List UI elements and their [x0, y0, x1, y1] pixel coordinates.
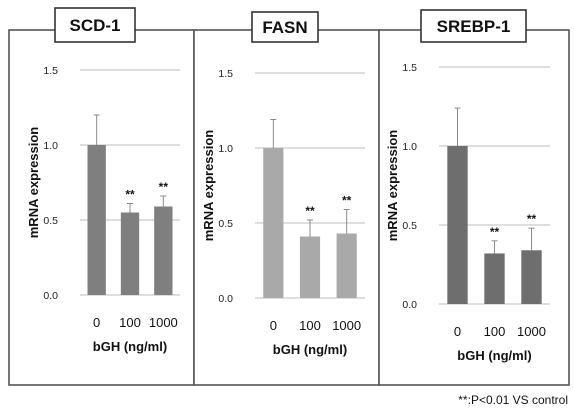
panel-title: SREBP-1 — [437, 17, 511, 36]
y-axis-label: mRNA expression — [26, 127, 41, 239]
y-tick-label: 0.5 — [43, 215, 58, 227]
panel-title: FASN — [262, 18, 307, 37]
x-axis-label: bGH (ng/ml) — [457, 348, 531, 363]
significance-marker: ** — [305, 204, 315, 218]
bar-0 — [447, 146, 468, 304]
significance-marker: ** — [527, 212, 537, 226]
y-axis-label: mRNA expression — [201, 130, 216, 242]
significance-marker: ** — [490, 225, 500, 239]
y-tick-label: 0.0 — [402, 299, 417, 311]
panel-title: SCD-1 — [69, 16, 120, 35]
bar-100 — [299, 236, 321, 298]
panel-frame — [193, 29, 380, 386]
y-tick-label: 0.0 — [218, 293, 233, 305]
chart-panel-2: FASN 0.0 0.5 1.0 1.5 mRNA expression 0 ** 100 ** 1… — [193, 11, 380, 386]
y-tick-label: 0.5 — [218, 218, 233, 230]
panel-frame — [378, 29, 570, 386]
panel-title-box — [251, 11, 319, 43]
x-category-label: 100 — [484, 324, 506, 339]
y-axis-label: mRNA expression — [385, 130, 400, 242]
y-tick-label: 1.5 — [402, 62, 417, 74]
significance-marker: ** — [342, 194, 352, 208]
bar-1000 — [336, 233, 357, 298]
x-category-label: 1000 — [517, 324, 546, 339]
x-category-label: 0 — [270, 318, 277, 333]
panel-title-box — [54, 7, 136, 43]
x-category-label: 0 — [93, 315, 100, 330]
x-category-label: 100 — [299, 318, 321, 333]
bar-1000 — [521, 250, 542, 304]
x-axis-label: bGH (ng/ml) — [273, 342, 347, 357]
chart-panel-1: SCD-1 0.0 0.5 1.0 1.5 mRNA expression 0 ** 100 **… — [8, 7, 195, 386]
significance-marker: ** — [159, 180, 169, 194]
bar-0 — [87, 145, 106, 295]
significance-footnote: **:P<0.01 VS control — [458, 393, 568, 407]
x-category-label: 1000 — [149, 315, 178, 330]
y-tick-label: 0.5 — [402, 220, 417, 232]
bar-100 — [484, 253, 505, 304]
bar-0 — [263, 148, 284, 298]
x-category-label: 0 — [454, 324, 461, 339]
y-tick-label: 0.0 — [43, 290, 58, 302]
bar-1000 — [154, 206, 173, 295]
x-category-label: 1000 — [332, 318, 361, 333]
y-tick-label: 1.0 — [43, 140, 58, 152]
x-category-label: 100 — [119, 315, 141, 330]
y-tick-label: 1.5 — [43, 65, 58, 77]
y-tick-label: 1.0 — [218, 143, 233, 155]
y-tick-label: 1.0 — [402, 141, 417, 153]
x-axis-label: bGH (ng/ml) — [93, 339, 167, 354]
bar-100 — [120, 212, 140, 295]
y-tick-label: 1.5 — [218, 68, 233, 80]
panel-title-box — [420, 9, 527, 43]
significance-marker: ** — [125, 188, 135, 202]
chart-panel-3: SREBP-1 0.0 0.5 1.0 1.5 mRNA expression 0 ** 100… — [378, 9, 570, 386]
